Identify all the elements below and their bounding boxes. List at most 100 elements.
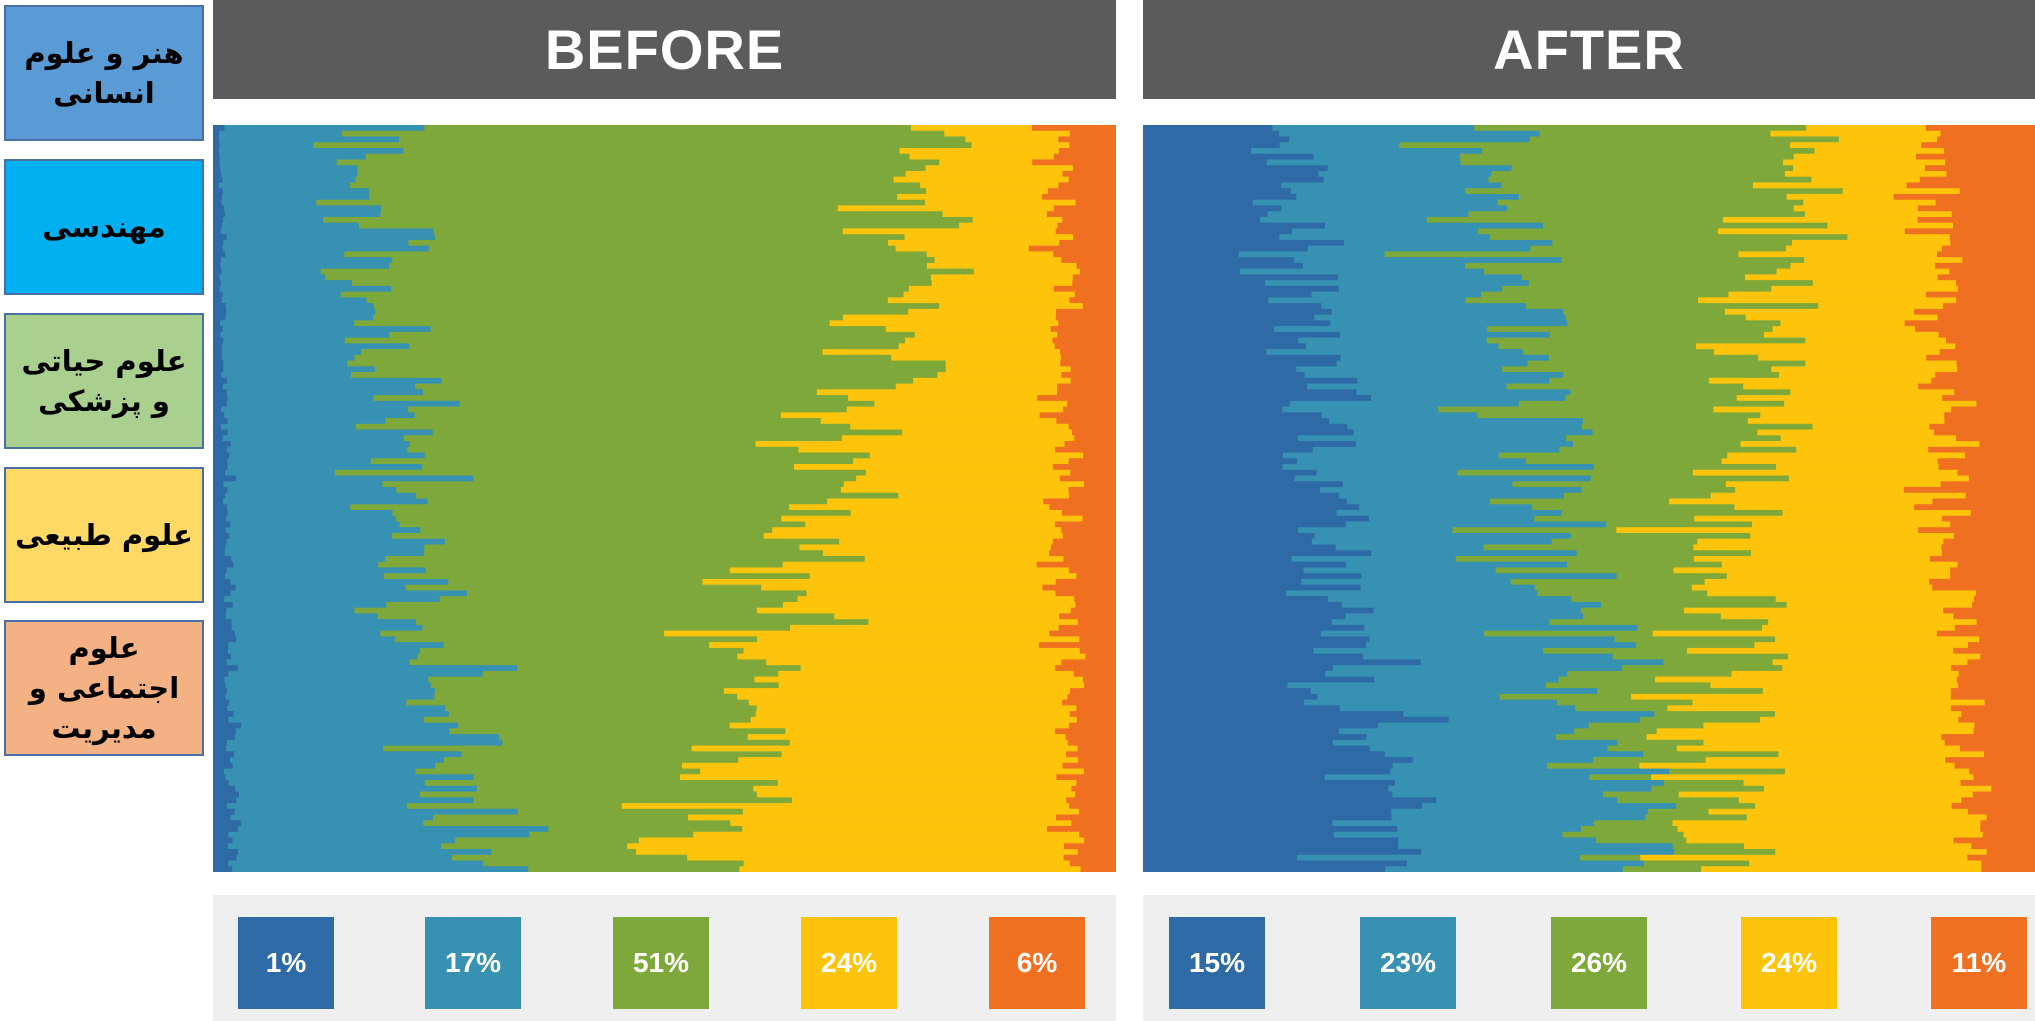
before-row-52-segment-3 bbox=[850, 423, 1070, 431]
after-row-79-segment-3 bbox=[1704, 578, 1930, 586]
after-row-18-segment-1 bbox=[1291, 228, 1479, 235]
after-row-39-segment-1 bbox=[1266, 349, 1524, 356]
before-row-82-segment-2 bbox=[439, 596, 799, 603]
after-row-118-segment-4 bbox=[1951, 803, 2035, 810]
after-row-90-segment-1 bbox=[1365, 642, 1637, 649]
after-row-16-segment-0 bbox=[1143, 216, 1261, 224]
before-row-53-segment-1 bbox=[227, 429, 434, 436]
after-row-0-segment-1 bbox=[1272, 125, 1475, 132]
before-row-58-segment-1 bbox=[227, 458, 372, 465]
before-row-56-segment-1 bbox=[226, 446, 409, 454]
after-row-22-segment-1 bbox=[1238, 251, 1386, 258]
after-row-49-segment-1 bbox=[1282, 406, 1439, 413]
after-row-40-segment-4 bbox=[1926, 354, 2035, 362]
after-row-79-segment-0 bbox=[1143, 578, 1302, 586]
before-row-25-segment-0 bbox=[213, 268, 223, 275]
before-row-125-segment-4 bbox=[1063, 843, 1116, 850]
after-row-88-segment-1 bbox=[1320, 630, 1485, 638]
before-row-13-segment-2 bbox=[316, 199, 926, 207]
after-row-110-segment-3 bbox=[1705, 757, 1946, 764]
before-row-73-segment-2 bbox=[424, 544, 801, 551]
before-row-93-segment-4 bbox=[1061, 659, 1116, 666]
after-row-44-segment-0 bbox=[1143, 377, 1358, 385]
before-row-118-segment-3 bbox=[621, 803, 1070, 810]
before-row-75-segment-3 bbox=[864, 555, 1064, 563]
after-row-54-segment-2 bbox=[1566, 435, 1782, 442]
before-row-47-segment-1 bbox=[227, 395, 375, 402]
before-row-94-segment-0 bbox=[213, 665, 239, 672]
after-row-95-segment-2 bbox=[1567, 670, 1733, 678]
before-row-45-segment-4 bbox=[1056, 383, 1116, 390]
after-row-39-segment-3 bbox=[1713, 349, 1941, 356]
after-row-76-segment-1 bbox=[1346, 561, 1568, 569]
before-row-1-segment-1 bbox=[218, 130, 343, 138]
before-row-69-segment-0 bbox=[213, 521, 231, 528]
before-row-64-segment-2 bbox=[415, 492, 899, 500]
after-row-52-segment-3 bbox=[1812, 423, 1930, 431]
before-row-59-segment-0 bbox=[213, 464, 229, 471]
after-row-15-segment-0 bbox=[1143, 211, 1269, 218]
after-row-28-segment-3 bbox=[1771, 285, 1959, 293]
before-row-25-segment-4 bbox=[1079, 268, 1116, 275]
after-row-101-segment-4 bbox=[1950, 705, 2035, 712]
after-row-3-segment-2 bbox=[1399, 142, 1791, 149]
after-row-39-segment-0 bbox=[1143, 349, 1267, 356]
before-row-5-segment-4 bbox=[1053, 153, 1116, 161]
after-row-25-segment-4 bbox=[1949, 268, 2035, 275]
after-row-86-segment-0 bbox=[1143, 619, 1333, 626]
after-row-91-segment-1 bbox=[1313, 647, 1544, 655]
before-row-113-segment-3 bbox=[679, 774, 1057, 781]
before-row-65-segment-0 bbox=[213, 498, 224, 505]
before-row-125-segment-0 bbox=[213, 843, 229, 850]
after-row-35-segment-2 bbox=[1487, 326, 1774, 333]
after-row-57-segment-1 bbox=[1282, 452, 1500, 459]
after-row-17-segment-3 bbox=[1827, 222, 1954, 230]
before-row-56-segment-0 bbox=[213, 446, 228, 454]
before-row-108-segment-0 bbox=[213, 745, 227, 752]
before-row-40-segment-3 bbox=[891, 354, 1062, 362]
before-row-114-segment-2 bbox=[424, 780, 779, 787]
after-row-26-segment-2 bbox=[1521, 274, 1746, 281]
after-row-107-segment-1 bbox=[1332, 739, 1619, 747]
before-pct-arts-humanities: 1% bbox=[238, 917, 334, 1009]
after-row-126-segment-1 bbox=[1421, 849, 1675, 856]
after-row-78-segment-1 bbox=[1361, 573, 1618, 580]
before-row-99-segment-1 bbox=[225, 693, 435, 701]
before-row-8-segment-3 bbox=[905, 170, 1064, 178]
before-row-34-segment-1 bbox=[220, 320, 355, 327]
after-row-100-segment-3 bbox=[1692, 699, 1986, 706]
before-row-12-segment-0 bbox=[213, 193, 223, 201]
before-row-47-segment-0 bbox=[213, 395, 229, 402]
after-row-72-segment-4 bbox=[1943, 538, 2035, 546]
after-row-93-segment-3 bbox=[1772, 659, 1969, 666]
after-row-95-segment-3 bbox=[1731, 670, 1960, 678]
before-row-97-segment-2 bbox=[430, 682, 780, 689]
after-row-12-segment-2 bbox=[1518, 193, 1788, 201]
after-row-13-segment-1 bbox=[1252, 199, 1498, 207]
after-row-107-segment-3 bbox=[1703, 739, 1946, 747]
before-row-53-segment-4 bbox=[1071, 429, 1116, 436]
after-row-68-segment-3 bbox=[1694, 515, 1943, 523]
before-row-61-segment-2 bbox=[473, 475, 857, 482]
after-row-74-segment-4 bbox=[1941, 550, 2035, 557]
after-row-78-segment-2 bbox=[1616, 573, 1728, 580]
before-row-61-segment-3 bbox=[856, 475, 1061, 482]
after-row-101-segment-1 bbox=[1339, 705, 1576, 712]
after-row-80-segment-3 bbox=[1691, 584, 1933, 592]
before-row-88-segment-3 bbox=[664, 630, 1050, 638]
before-row-128-segment-1 bbox=[228, 860, 484, 867]
before-row-74-segment-2 bbox=[423, 550, 824, 557]
after-row-124-segment-2 bbox=[1596, 837, 1687, 844]
before-row-121-segment-2 bbox=[423, 820, 731, 827]
after-row-0-segment-2 bbox=[1474, 125, 1807, 132]
after-row-78-segment-3 bbox=[1726, 573, 1951, 580]
after-row-124-segment-1 bbox=[1398, 837, 1597, 844]
before-row-68-segment-3 bbox=[781, 515, 1084, 523]
after-row-124-segment-0 bbox=[1143, 837, 1399, 844]
after-row-36-segment-0 bbox=[1143, 331, 1341, 339]
before-row-21-segment-3 bbox=[895, 245, 1030, 253]
after-row-16-segment-4 bbox=[1917, 216, 2035, 224]
after-row-33-segment-1 bbox=[1314, 314, 1567, 321]
before-row-113-segment-0 bbox=[213, 774, 227, 781]
after-row-6-segment-4 bbox=[1945, 159, 2035, 166]
